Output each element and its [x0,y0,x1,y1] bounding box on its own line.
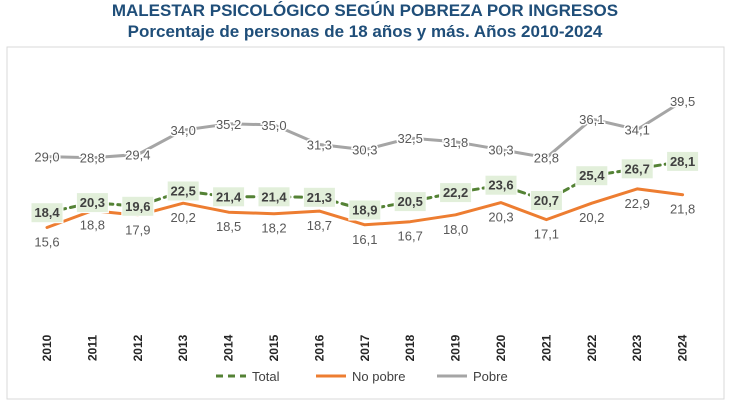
x-tick-label: 2014 [222,334,236,361]
data-label-pobre: 29,4 [125,148,150,163]
data-label-no-pobre: 17,9 [125,222,150,237]
data-label-bg-total [302,186,336,208]
data-label-bg-total [121,195,155,217]
series-line-pobre [45,99,685,160]
data-label-no-pobre: 18,2 [261,221,286,236]
x-tick-label: 2015 [267,334,281,361]
data-label-total: 20,7 [534,193,559,208]
data-label-pobre: 31,8 [443,135,468,150]
data-label-pobre: 30,3 [488,143,513,158]
data-label-total: 18,9 [352,203,377,218]
data-label-bg-total [439,182,473,204]
data-label-no-pobre: 18,8 [80,218,105,233]
data-label-total: 20,5 [398,194,423,209]
x-tick-label: 2020 [494,334,508,361]
data-label-no-pobre: 21,8 [670,202,695,217]
x-tick-label: 2017 [358,334,372,361]
data-label-no-pobre: 22,9 [625,196,650,211]
data-label-pobre: 35,2 [216,117,241,132]
chart-area-border [6,46,725,400]
x-tick-label: 2024 [676,334,690,361]
data-label-no-pobre: 20,2 [579,210,604,225]
x-tick-label: 2023 [630,334,644,361]
data-label-total: 23,6 [488,178,513,193]
x-tick-label: 2010 [40,334,54,361]
x-tick-label: 2018 [403,334,417,361]
x-tick-label: 2011 [85,335,99,361]
data-label-bg-total [393,191,427,213]
data-label-no-pobre: 18,5 [216,219,241,234]
data-label-bg-total [166,180,200,202]
data-label-total: 22,2 [443,185,468,200]
data-label-bg-total [75,192,109,214]
data-label-pobre: 28,8 [534,151,559,166]
data-label-pobre: 35,0 [261,118,286,133]
data-label-bg-total [484,174,518,196]
legend-label-total: Total [252,369,280,384]
data-label-pobre: 34,0 [171,123,196,138]
data-label-no-pobre: 16,7 [398,229,423,244]
data-label-no-pobre: 15,6 [34,235,59,250]
data-label-pobre: 30,3 [352,143,377,158]
data-label-no-pobre: 17,1 [534,227,559,242]
data-label-pobre: 29,0 [34,150,59,165]
data-label-total: 25,4 [579,168,605,183]
legend-label-no-pobre: No pobre [352,369,405,384]
x-tick-label: 2022 [585,334,599,361]
data-label-total: 21,4 [216,189,242,204]
data-label-no-pobre: 16,1 [352,232,377,247]
data-label-pobre: 31,3 [307,138,332,153]
data-label-pobre: 39,5 [670,94,695,109]
data-label-pobre: 32,5 [398,131,423,146]
data-label-bg-total [348,199,382,221]
data-label-no-pobre: 18,7 [307,218,332,233]
chart-title: MALESTAR PSICOLÓGICO SEGÚN POBREZA POR I… [111,1,619,20]
x-tick-label: 2021 [539,334,553,361]
data-label-total: 20,3 [80,195,105,210]
data-label-total: 28,1 [670,154,695,169]
data-label-bg-total [575,165,609,187]
data-label-no-pobre: 20,2 [171,210,196,225]
x-tick-label: 2019 [449,334,463,361]
data-label-pobre: 34,1 [625,123,650,138]
data-label-bg-total [620,158,654,180]
data-label-bg-total [257,186,291,208]
data-label-total: 22,5 [171,184,196,199]
data-label-total: 21,3 [307,190,332,205]
chart-subtitle: Porcentaje de personas de 18 años y más.… [127,22,603,41]
data-label-total: 18,4 [34,205,60,220]
data-label-pobre: 28,8 [80,151,105,166]
data-label-total: 21,4 [261,189,287,204]
x-tick-label: 2012 [131,334,145,361]
data-label-bg-total [529,190,563,211]
data-label-total: 26,7 [625,161,650,176]
data-label-bg-total [30,202,64,224]
data-label-total: 19,6 [125,199,150,214]
x-tick-label: 2016 [312,334,326,361]
x-tick-label: 2013 [176,334,190,361]
legend-label-pobre: Pobre [473,369,508,384]
data-label-pobre: 36,1 [579,112,604,127]
data-label-no-pobre: 18,0 [443,222,468,237]
data-label-bg-total [666,150,700,172]
data-label-bg-total [212,186,246,208]
data-label-no-pobre: 20,3 [488,210,513,225]
